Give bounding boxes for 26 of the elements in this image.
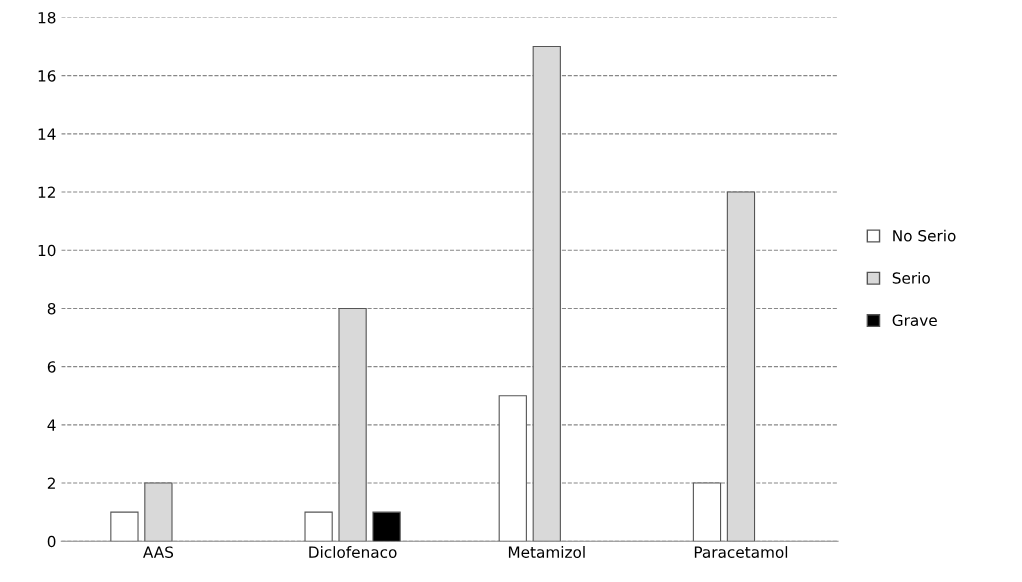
bar [144,482,173,542]
y-tick-label: 16 [38,70,56,82]
bar [692,482,722,542]
y-tick-label: 2 [47,477,55,489]
x-tick-label: AAS [143,546,174,558]
legend-label: Grave [892,314,937,327]
x-tick-label: Diclofenaco [309,546,397,558]
y-tick-label: 14 [38,128,56,140]
bar [498,395,527,542]
bar [532,46,561,542]
bar [304,511,333,542]
y-tick-label: 0 [47,535,56,548]
y-tick-label: 6 [47,361,56,373]
bar [110,511,139,542]
x-tick-label: Paracetamol [694,546,788,558]
bar [338,307,367,542]
x-tick-label: Metamizol [508,546,585,558]
y-tick-label: 18 [38,11,56,24]
bar [372,511,401,542]
legend-label: No Serio [893,229,956,242]
legend-label: Serio [892,271,930,284]
y-tick-label: 4 [47,419,56,431]
y-tick-label: 8 [47,302,56,315]
y-tick-label: 12 [38,186,55,198]
bar [726,191,756,542]
y-tick-label: 10 [38,244,56,257]
